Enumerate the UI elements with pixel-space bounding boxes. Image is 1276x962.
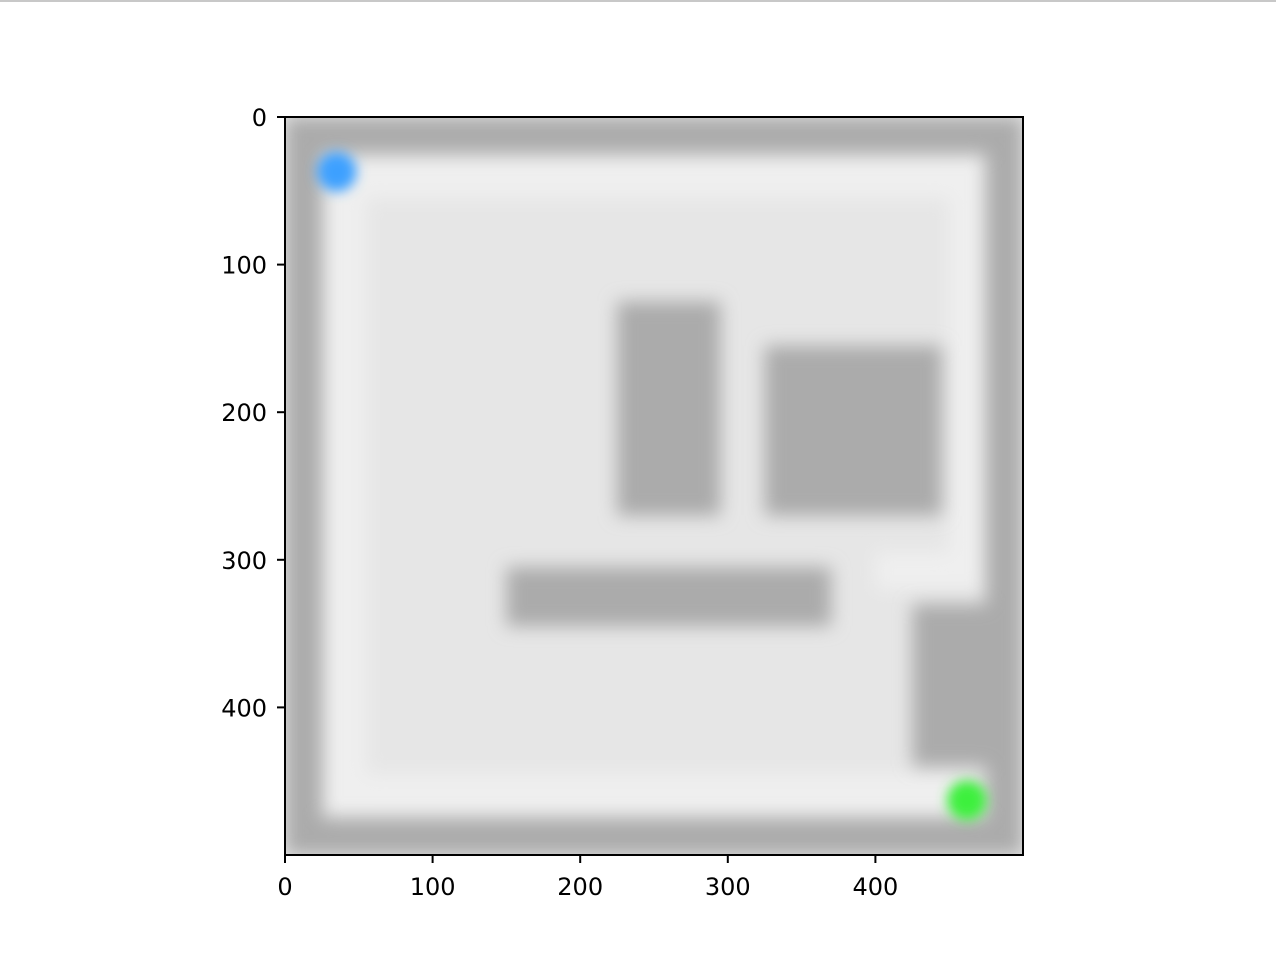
path-route-bottom [321,773,964,819]
wall-obstacle-corner-block [912,604,1023,767]
x-tick-label: 100 [410,873,456,901]
y-tick-label: 300 [221,547,267,575]
window-top-edge [0,0,1276,2]
x-tick-label: 300 [705,873,751,901]
maze-image [285,117,1023,855]
wall-border-left [285,117,322,855]
x-axis: 0 100 200 300 400 [277,855,898,901]
wall-obstacle-square-block [764,345,942,516]
y-tick-label: 400 [221,694,267,722]
y-tick-label: 200 [221,399,267,427]
path-route-right-top [949,153,987,560]
y-axis: 0 100 200 300 400 [221,104,285,722]
wall-obstacle-long-bar [506,567,832,627]
wall-layer [285,117,1023,855]
start-marker [316,151,357,192]
x-tick-label: 200 [557,873,603,901]
path-route-ledge [875,552,987,590]
y-tick-label: 100 [221,252,267,280]
x-tick-label: 400 [852,873,898,901]
path-route-top [321,153,979,199]
wall-border-bottom [285,818,1023,855]
plot-frame [284,116,1024,856]
path-route-left [321,153,367,819]
wall-obstacle-tall-block [617,301,721,516]
y-tick-label: 0 [252,104,267,132]
marker-layer [316,151,987,821]
wall-border-top [285,117,1023,154]
x-tick-label: 0 [277,873,292,901]
goal-marker [946,780,987,821]
route-layer [321,153,987,819]
